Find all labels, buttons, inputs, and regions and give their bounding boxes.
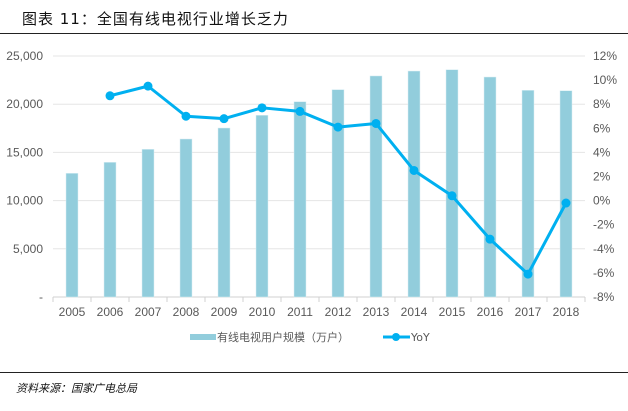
bar-2006 — [103, 162, 117, 298]
right-axis-tick-label: 8% — [593, 97, 611, 111]
bar-2016 — [483, 76, 497, 298]
yoy-point-2017 — [523, 269, 533, 279]
x-axis-tick-label: 2017 — [515, 305, 542, 319]
yoy-point-2008 — [181, 111, 191, 121]
right-axis-tick-label: 4% — [593, 145, 611, 159]
yoy-point-2018 — [561, 198, 571, 208]
x-axis-tick-label: 2018 — [553, 305, 580, 319]
bar-2008 — [179, 138, 193, 298]
x-axis-tick-label: 2013 — [363, 305, 390, 319]
right-axis-tick-label: 10% — [593, 73, 617, 87]
bar-2015 — [445, 69, 459, 298]
bar-2009 — [217, 127, 231, 298]
legend-line-marker — [392, 333, 400, 341]
legend-bar-swatch — [190, 334, 216, 340]
bar-2011 — [293, 101, 307, 298]
x-axis-tick-label: 2008 — [173, 305, 200, 319]
right-axis-tick-label: -2% — [593, 218, 615, 232]
yoy-point-2009 — [219, 114, 229, 124]
bar-2017 — [521, 90, 535, 298]
right-axis-tick-label: 0% — [593, 194, 611, 208]
left-axis-tick-label: 5,000 — [13, 242, 43, 256]
yoy-point-2016 — [485, 234, 495, 244]
left-axis-tick-label: - — [39, 290, 43, 304]
left-axis-tick-label: 25,000 — [6, 49, 43, 63]
x-axis-tick-label: 2007 — [135, 305, 162, 319]
bar-2005 — [65, 173, 79, 298]
right-axis-tick-label: -6% — [593, 266, 615, 280]
bar-2014 — [407, 70, 421, 298]
chart-title: 图表 11：全国有线电视行业增长乏力 — [22, 10, 289, 28]
yoy-point-2010 — [257, 103, 267, 113]
left-axis-tick-label: 10,000 — [6, 194, 43, 208]
yoy-point-2012 — [333, 122, 343, 132]
title-divider — [0, 33, 628, 34]
right-axis-tick-label: -8% — [593, 290, 615, 304]
left-axis-tick-label: 15,000 — [6, 145, 43, 159]
x-axis-tick-label: 2010 — [249, 305, 276, 319]
yoy-point-2014 — [409, 165, 419, 175]
legend-line-label: YoY — [410, 331, 430, 344]
bar-2013 — [369, 75, 383, 298]
right-axis-tick-label: 12% — [593, 49, 617, 63]
x-axis-tick-label: 2016 — [477, 305, 504, 319]
x-axis-tick-label: 2005 — [59, 305, 86, 319]
right-axis-tick-label: 2% — [593, 170, 611, 184]
right-axis-tick-label: -4% — [593, 242, 615, 256]
x-axis-tick-label: 2014 — [401, 305, 428, 319]
right-axis-tick-label: 6% — [593, 121, 611, 135]
bar-2012 — [331, 89, 345, 298]
yoy-point-2007 — [143, 81, 153, 91]
chart: - 5,000 10,000 15,000 20,000 25,000 -8% -6% -4% -… — [6, 49, 617, 344]
x-axis-tick-label: 2012 — [325, 305, 352, 319]
yoy-point-2015 — [447, 191, 457, 201]
bar-2018 — [559, 90, 573, 298]
bar-2007 — [141, 149, 155, 298]
yoy-point-2011 — [295, 106, 305, 116]
legend-bar-label: 有线电视用户规模（万户） — [217, 330, 349, 344]
source-note: 资料来源：国家广电总局 — [16, 382, 137, 395]
x-axis-tick-label: 2011 — [287, 305, 313, 319]
bar-2010 — [255, 115, 269, 298]
yoy-point-2013 — [371, 118, 381, 128]
x-axis-tick-label: 2009 — [211, 305, 238, 319]
x-axis-tick-label: 2015 — [439, 305, 466, 319]
left-axis-tick-label: 20,000 — [6, 97, 43, 111]
source-divider — [0, 372, 628, 373]
x-axis-tick-label: 2006 — [97, 305, 124, 319]
yoy-point-2006 — [105, 91, 115, 101]
